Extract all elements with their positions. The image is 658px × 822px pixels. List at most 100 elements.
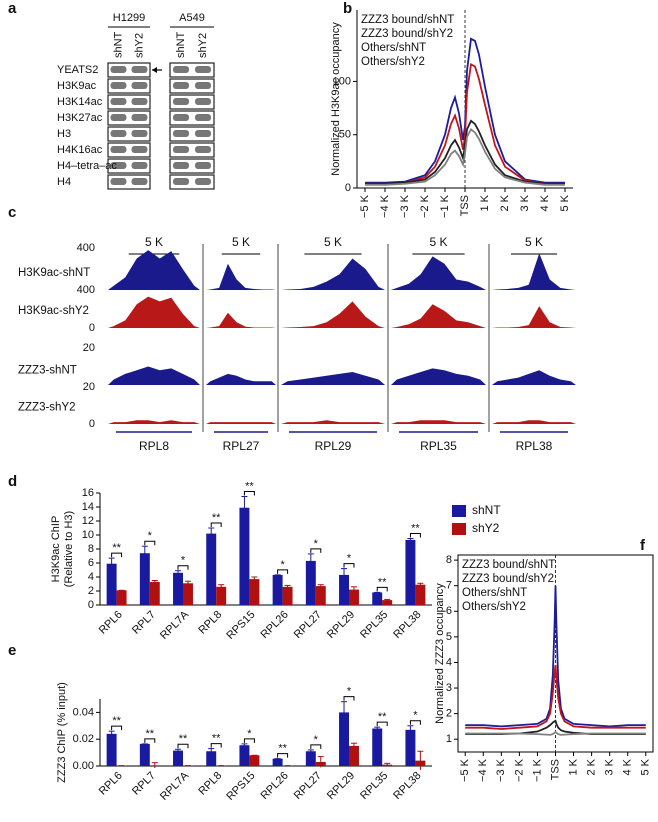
blot-box bbox=[107, 110, 151, 126]
x-tick-label: −2 K bbox=[419, 194, 431, 218]
bar bbox=[382, 600, 393, 605]
lane-label: shNT bbox=[175, 31, 187, 58]
band bbox=[195, 162, 211, 169]
x-tick-label: RPL8 bbox=[196, 609, 224, 637]
band bbox=[110, 130, 127, 137]
row-label: H4–tetra–ac bbox=[57, 160, 117, 172]
track-signal bbox=[206, 373, 276, 385]
legend-entry: ZZZ3 bound/shNT bbox=[462, 559, 555, 571]
band bbox=[173, 162, 189, 169]
bar bbox=[305, 751, 316, 766]
track-signal bbox=[281, 258, 385, 290]
x-tick-label: 5 K bbox=[559, 194, 571, 211]
x-tick-label: −3 K bbox=[399, 194, 411, 218]
bar bbox=[206, 751, 217, 766]
row-label: H3 bbox=[57, 128, 71, 140]
band bbox=[131, 146, 148, 153]
band bbox=[110, 146, 127, 153]
row-label: H3K9ac bbox=[57, 80, 97, 92]
x-tick-label: RPL29 bbox=[325, 770, 357, 802]
bar bbox=[149, 581, 160, 605]
row-label: H3K14ac bbox=[57, 96, 103, 108]
significance-bracket bbox=[310, 744, 322, 749]
lane-label: shY2 bbox=[133, 33, 145, 58]
blot-box bbox=[107, 158, 151, 174]
track-signal bbox=[206, 312, 276, 328]
significance-label: * bbox=[347, 686, 352, 698]
arrow-head bbox=[152, 67, 157, 73]
band bbox=[131, 130, 148, 137]
significance-bracket bbox=[210, 522, 222, 527]
track-signal bbox=[108, 420, 200, 424]
x-tick-label: −5 K bbox=[459, 758, 471, 782]
lane-label: shNT bbox=[112, 31, 124, 58]
blot-box bbox=[107, 78, 151, 94]
gene-name: RPL8 bbox=[139, 439, 169, 453]
bar bbox=[116, 590, 127, 605]
bar bbox=[272, 574, 283, 605]
cell-line: H1299 bbox=[113, 12, 145, 24]
significance-label: ** bbox=[179, 733, 188, 745]
significance-label: ** bbox=[378, 576, 387, 588]
bar bbox=[349, 745, 359, 766]
track-signal bbox=[108, 250, 200, 290]
blot-box bbox=[169, 110, 215, 126]
x-tick-label: RPS15 bbox=[224, 770, 257, 803]
y-tick-label: 0 bbox=[88, 599, 94, 611]
band bbox=[110, 178, 127, 185]
y-tick-label: 2 bbox=[446, 708, 452, 720]
series-line bbox=[465, 730, 646, 736]
bar bbox=[372, 592, 383, 605]
significance-label: * bbox=[314, 734, 319, 746]
legend-entry: shNT bbox=[472, 503, 501, 517]
series-line bbox=[465, 664, 646, 730]
significance-label: ** bbox=[112, 542, 121, 554]
band bbox=[131, 178, 148, 185]
x-tick-label: 1 K bbox=[479, 194, 491, 211]
x-tick-label: RPS15 bbox=[224, 609, 257, 642]
track-signal bbox=[281, 301, 385, 328]
x-tick-label: RPL7 bbox=[130, 770, 158, 798]
band bbox=[195, 98, 211, 105]
significance-bracket bbox=[376, 721, 388, 727]
bar bbox=[415, 584, 426, 605]
x-tick-label: RPL7A bbox=[158, 769, 192, 803]
row-label: H4K16ac bbox=[57, 144, 103, 156]
blot-box bbox=[107, 62, 151, 78]
y-tick-label: 7 bbox=[446, 580, 452, 592]
x-tick-label: −4 K bbox=[477, 758, 489, 782]
y-tick-label: 14 bbox=[82, 501, 94, 513]
significance-label: * bbox=[148, 530, 153, 542]
blot-box bbox=[107, 126, 151, 142]
y-tick-label: 0.02 bbox=[73, 733, 94, 745]
legend-entry: Others/shNT bbox=[462, 587, 527, 599]
band bbox=[173, 146, 189, 153]
band bbox=[195, 114, 211, 121]
bar bbox=[239, 507, 250, 605]
gene-name: RPL38 bbox=[516, 439, 553, 453]
y-axis-label: (Relative to H3) bbox=[63, 511, 75, 587]
y-tick-label: 6 bbox=[446, 605, 452, 617]
track-signal bbox=[391, 368, 486, 385]
bar bbox=[106, 733, 117, 766]
blot-box bbox=[169, 174, 215, 190]
band bbox=[173, 178, 189, 185]
x-tick-label: 5 K bbox=[640, 758, 652, 775]
significance-bracket bbox=[409, 533, 421, 538]
y-tick-label: 16 bbox=[82, 487, 94, 499]
legend-entry: Others/shY2 bbox=[462, 601, 526, 613]
track-scale-label: 400 bbox=[77, 284, 95, 296]
x-tick-label: RPL26 bbox=[259, 770, 291, 802]
significance-bracket bbox=[343, 696, 355, 701]
series-line bbox=[465, 585, 646, 728]
scale-bar-label: 5 K bbox=[145, 235, 163, 249]
bar bbox=[206, 533, 217, 605]
y-tick-label: 1 bbox=[446, 733, 452, 745]
blot-box bbox=[169, 62, 215, 78]
x-tick-label: RPL27 bbox=[292, 770, 324, 802]
bar bbox=[106, 563, 117, 605]
scale-bar-label: 5 K bbox=[324, 235, 342, 249]
y-tick-label: 6 bbox=[88, 557, 94, 569]
band bbox=[173, 82, 189, 89]
x-tick-label: 1 K bbox=[567, 758, 579, 775]
